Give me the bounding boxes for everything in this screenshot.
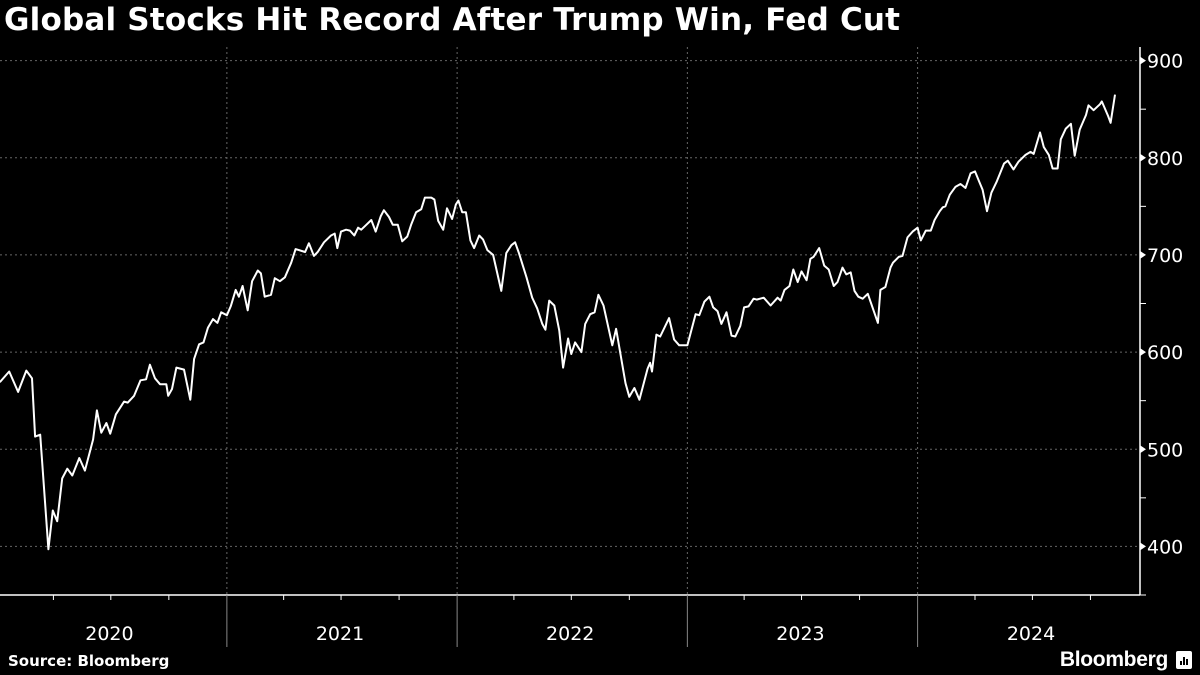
x-tick-label: 2024 bbox=[1007, 623, 1055, 645]
y-tick-marker bbox=[1140, 348, 1146, 357]
gridlines bbox=[0, 47, 1140, 595]
x-tick-label: 2020 bbox=[85, 623, 133, 645]
logo-text: Bloomberg bbox=[1059, 648, 1168, 671]
chart-bars-icon bbox=[1176, 651, 1192, 669]
y-tick-label: 700 bbox=[1147, 245, 1183, 267]
x-tick-label: 2023 bbox=[776, 623, 824, 645]
y-tick-label: 800 bbox=[1147, 148, 1183, 170]
y-tick-marker bbox=[1140, 250, 1146, 259]
bloomberg-logo: Bloomberg bbox=[1060, 648, 1192, 672]
y-tick-marker bbox=[1140, 153, 1146, 162]
y-tick-marker bbox=[1140, 56, 1146, 65]
series-line bbox=[0, 94, 1116, 551]
chart-title: Global Stocks Hit Record After Trump Win… bbox=[4, 2, 901, 38]
x-tick-label: 2022 bbox=[546, 623, 594, 645]
y-tick-label: 500 bbox=[1147, 439, 1183, 461]
x-axis: 2020 2021 2022 2023 2024 bbox=[0, 594, 1140, 647]
y-tick-label: 400 bbox=[1147, 536, 1183, 558]
data-points bbox=[9, 94, 1116, 550]
y-tick-marker bbox=[1140, 542, 1146, 551]
y-axis: 400 500 600 700 800 900 bbox=[1139, 47, 1183, 596]
y-tick-label: 900 bbox=[1147, 51, 1183, 73]
x-tick-label: 2021 bbox=[316, 623, 364, 645]
y-tick-label: 600 bbox=[1147, 342, 1183, 364]
y-tick-marker bbox=[1140, 445, 1146, 454]
source-note: Source: Bloomberg bbox=[8, 652, 170, 670]
